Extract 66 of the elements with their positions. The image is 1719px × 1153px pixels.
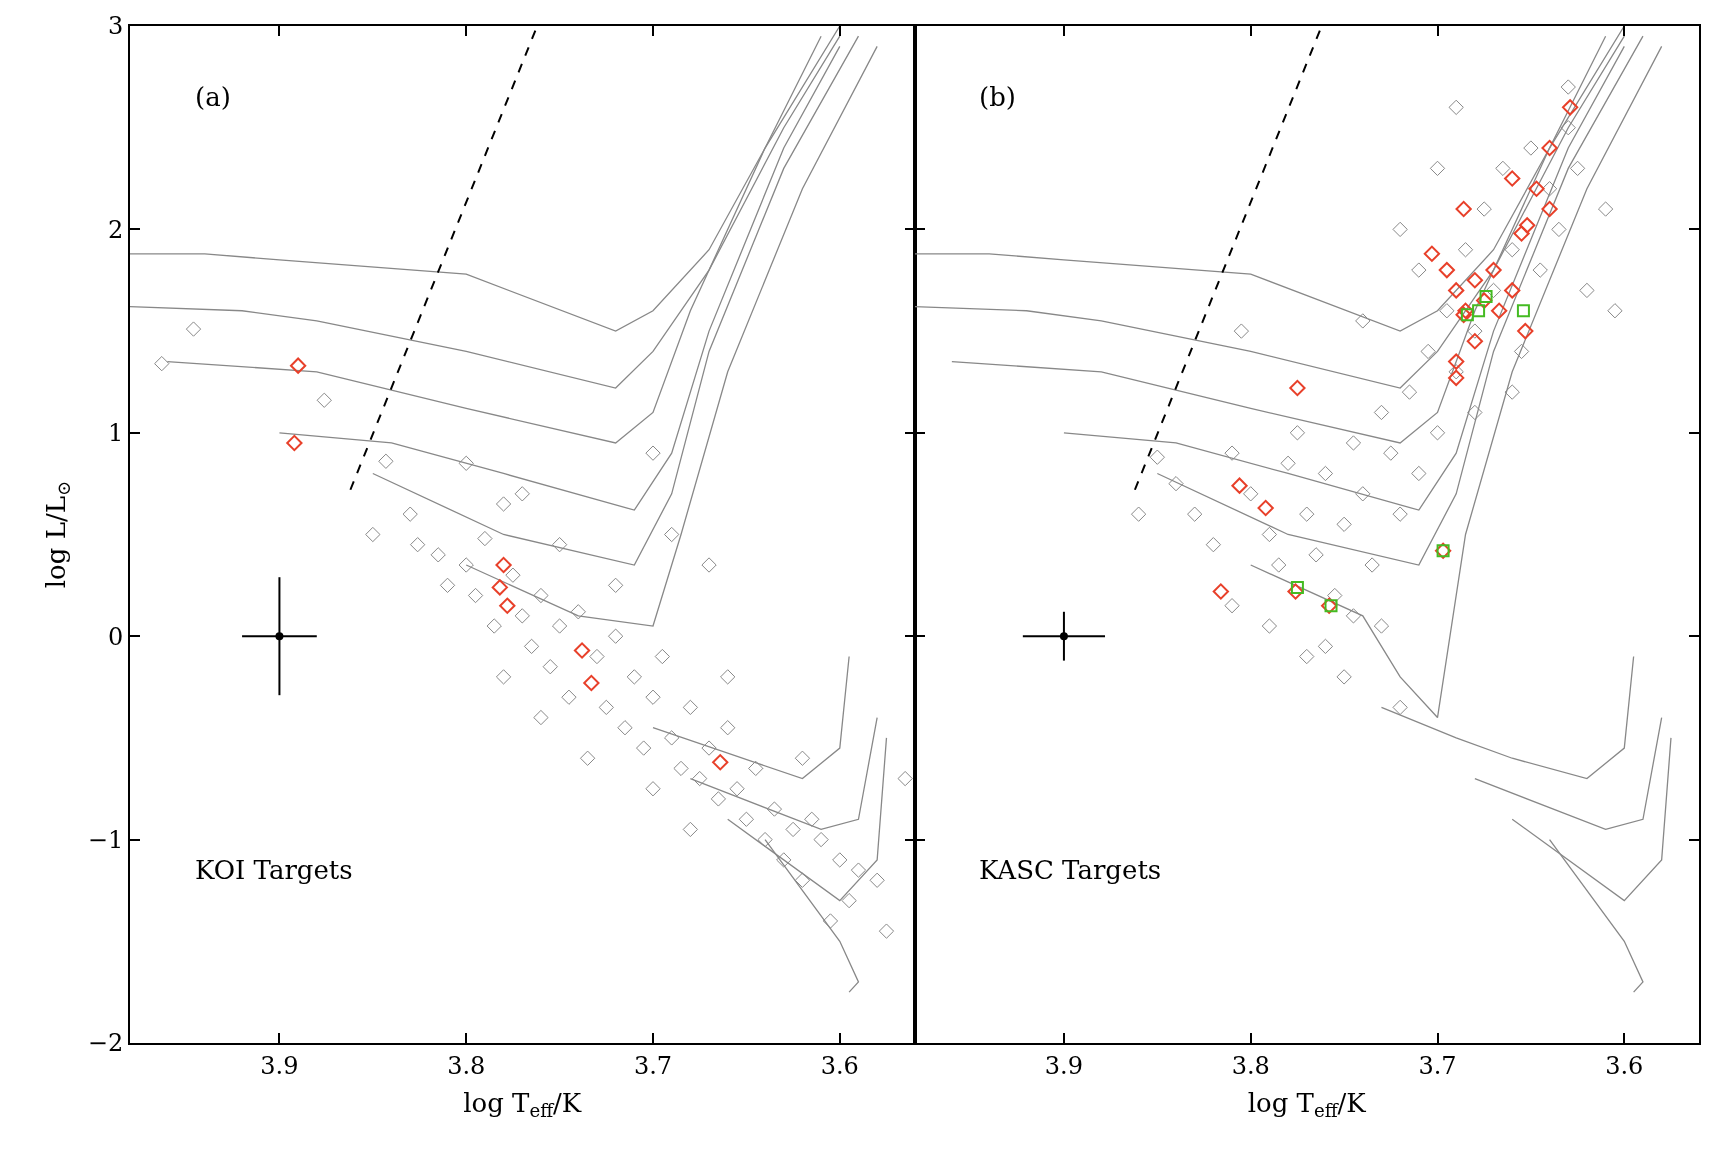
point (1448, 369, 1465, 387)
point (1448, 353, 1465, 370)
point (1423, 245, 1441, 262)
point (495, 556, 512, 574)
line-series (372, 35, 860, 566)
point (1513, 225, 1530, 242)
point (1528, 180, 1545, 197)
point (1516, 304, 1530, 318)
point (1517, 322, 1534, 340)
point (1490, 302, 1508, 319)
point (289, 357, 307, 374)
point (1476, 292, 1493, 309)
point (1485, 261, 1502, 279)
point (583, 674, 600, 692)
y-tick-label: 1 (107, 419, 124, 448)
y-tick-label: 0 (107, 622, 124, 651)
annotation: (b) (979, 82, 1016, 112)
x-tick-label: 3.9 (260, 1051, 299, 1080)
point (1541, 200, 1558, 218)
point (1212, 583, 1229, 600)
annotation: KASC Targets (979, 855, 1162, 885)
point (491, 579, 508, 596)
point (1289, 379, 1306, 397)
y-tick-label: 3 (107, 12, 124, 41)
point (1059, 632, 1068, 641)
point (286, 434, 303, 452)
point (1290, 580, 1304, 594)
point (1448, 282, 1465, 299)
point (1287, 583, 1304, 600)
x-tick-label: 3.8 (447, 1051, 486, 1080)
point (1455, 200, 1472, 218)
x-tick-label: 3.6 (820, 1051, 859, 1080)
point (712, 754, 729, 771)
x-tick-label: 3.6 (1605, 1051, 1644, 1080)
point (1479, 290, 1493, 304)
point (499, 597, 516, 614)
line-series (278, 45, 841, 511)
annotation: KOI Targets (195, 855, 353, 885)
x-axis-title: log T$_{eff}$/K (463, 1088, 582, 1122)
line-series (689, 716, 878, 831)
point (1438, 261, 1455, 279)
point (573, 642, 591, 659)
point (1561, 99, 1579, 116)
y-tick-label: −2 (87, 1029, 124, 1058)
point (1466, 333, 1484, 350)
point (275, 632, 284, 641)
point (1466, 272, 1484, 289)
point (1460, 308, 1474, 322)
x-tick-label: 3.8 (1231, 1051, 1270, 1080)
point (1504, 282, 1521, 299)
x-tick-label: 3.9 (1044, 1051, 1084, 1080)
x-axis-title: log T$_{eff}$/K (1247, 1088, 1367, 1122)
point (1257, 499, 1274, 517)
point (1519, 217, 1536, 234)
point (1504, 170, 1521, 187)
x-tick-label: 3.7 (633, 1051, 673, 1080)
line-series (652, 655, 850, 780)
y-tick-label: −1 (87, 826, 124, 854)
point (1457, 302, 1474, 319)
point (1472, 304, 1486, 318)
annotation: (a) (195, 82, 231, 112)
point (1455, 306, 1472, 323)
point (1231, 477, 1248, 494)
y-tick-label: 2 (107, 215, 124, 244)
point (1541, 139, 1558, 157)
x-tick-label: 3.7 (1418, 1051, 1457, 1080)
